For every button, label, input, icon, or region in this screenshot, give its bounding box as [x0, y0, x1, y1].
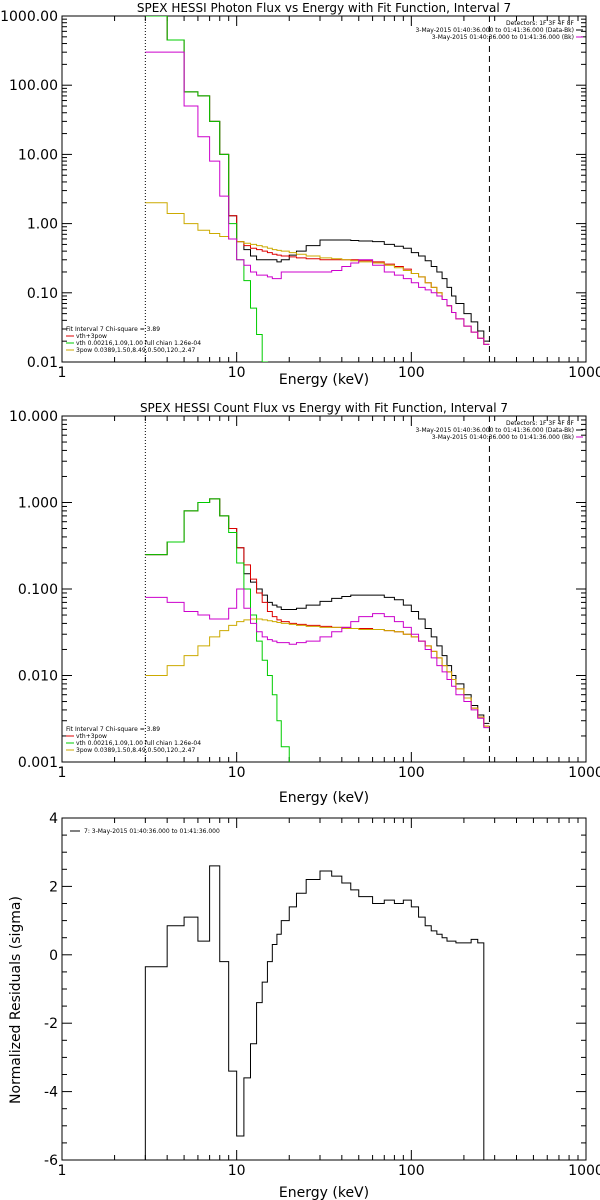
y-tick-label: 0.01: [27, 355, 58, 371]
y-tick-label: -6: [44, 1153, 58, 1169]
x-tick-label: 100: [398, 365, 425, 381]
series-line: [145, 588, 490, 729]
x-tick-label: 10: [228, 1163, 246, 1179]
series-group: [144, 865, 485, 1160]
legend-entry: vth 0.00216,1.09,1.00 full chian 1.26e-0…: [76, 340, 201, 347]
y-tick-label: 1.000: [18, 496, 58, 512]
y-tick-label: -2: [44, 1016, 58, 1032]
y-tick-label: 100.00: [9, 78, 58, 94]
x-tick-label: 1: [58, 365, 67, 381]
x-axis-label: Energy (keV): [279, 1185, 369, 1200]
y-tick-label: 0.010: [18, 669, 58, 685]
series-group: [144, 416, 490, 762]
x-tick-label: 1: [58, 1163, 67, 1179]
x-tick-label: 10: [228, 365, 246, 381]
legend-entry: Fit Interval 7 Chi-square = 3.89: [66, 726, 160, 733]
x-tick-label: 1000: [568, 1163, 600, 1179]
series-line: [145, 51, 490, 345]
x-tick-label: 100: [398, 1163, 425, 1179]
series-line: [145, 498, 490, 727]
legend-entry: Detectors: 1F 3F 4F 8F: [506, 420, 575, 427]
y-tick-label: -4: [44, 1085, 58, 1101]
x-tick-label: 1000: [568, 365, 600, 381]
y-tick-label: 0: [49, 948, 58, 964]
photon-flux-panel: SPEX HESSI Photon Flux vs Energy with Fi…: [0, 1, 600, 388]
y-tick-label: 10.00: [18, 147, 58, 163]
x-tick-label: 1000: [568, 765, 600, 781]
y-axis-label: Normalized Residuals (sigma): [8, 896, 24, 1104]
y-tick-label: 2: [49, 879, 58, 895]
y-tick-label: 4: [49, 811, 58, 827]
panel-title: SPEX HESSI Count Flux vs Energy with Fit…: [140, 401, 508, 415]
x-tick-label: 100: [398, 765, 425, 781]
x-axis-label: Energy (keV): [279, 790, 369, 806]
legend-entry: vth 0.00216,1.09,1.00 full chian 1.26e-0…: [76, 740, 201, 747]
legend-entry: 7: 3-May-2015 01:40:36.000 to 01:41:36.0…: [84, 828, 220, 835]
legend-entry: 3-May-2015 01:40:36.000 to 01:41:36.000 …: [415, 427, 574, 434]
legend-entry: vth+3pow: [76, 733, 107, 740]
series-line: [145, 618, 490, 727]
panel-title: SPEX HESSI Photon Flux vs Energy with Fi…: [137, 1, 511, 15]
y-tick-label: 10.000: [9, 409, 58, 425]
legend-entry: Detectors: 1F 3F 4F 8F: [506, 20, 575, 27]
series-line: [145, 202, 490, 345]
legend-entry: 3pow 0.0389,1.50,8.49,0.500,120.,2.47: [76, 747, 195, 754]
residuals-panel: Energy (keV) Normalized Residuals (sigma…: [8, 811, 600, 1200]
y-tick-label: 0.100: [18, 582, 58, 598]
legend-entry: 3pow 0.0389,1.50,8.49,0.500,120.,2.47: [76, 347, 195, 354]
series-group: [144, 16, 490, 362]
legend-entry: 3-May-2015 01:40:36.000 to 01:41:36.000 …: [432, 34, 574, 41]
legend-entry: 3-May-2015 01:40:36.000 to 01:41:36.000 …: [415, 27, 574, 34]
plot-frame: [61, 817, 587, 1161]
plot-frame: [61, 15, 587, 363]
count-flux-panel: SPEX HESSI Count Flux vs Energy with Fit…: [9, 401, 600, 806]
x-tick-label: 10: [228, 765, 246, 781]
legend-entry: 3-May-2015 01:40:36.000 to 01:41:36.000 …: [432, 434, 574, 441]
series-line: [145, 16, 268, 362]
y-tick-label: 1.00: [27, 217, 58, 233]
y-tick-label: 0.10: [27, 286, 58, 302]
legend-entry: vth+3pow: [76, 333, 107, 340]
x-axis-label: Energy (keV): [279, 372, 369, 388]
y-tick-label: 0.001: [18, 755, 58, 771]
series-line: [144, 865, 485, 1160]
series-line: [145, 16, 490, 345]
y-tick-label: 1000.00: [0, 9, 58, 25]
x-tick-label: 1: [58, 765, 67, 781]
series-line: [145, 498, 290, 762]
plot-frame: [61, 415, 587, 763]
legend-entry: Fit Interval 7 Chi-square = 3.89: [66, 326, 160, 333]
